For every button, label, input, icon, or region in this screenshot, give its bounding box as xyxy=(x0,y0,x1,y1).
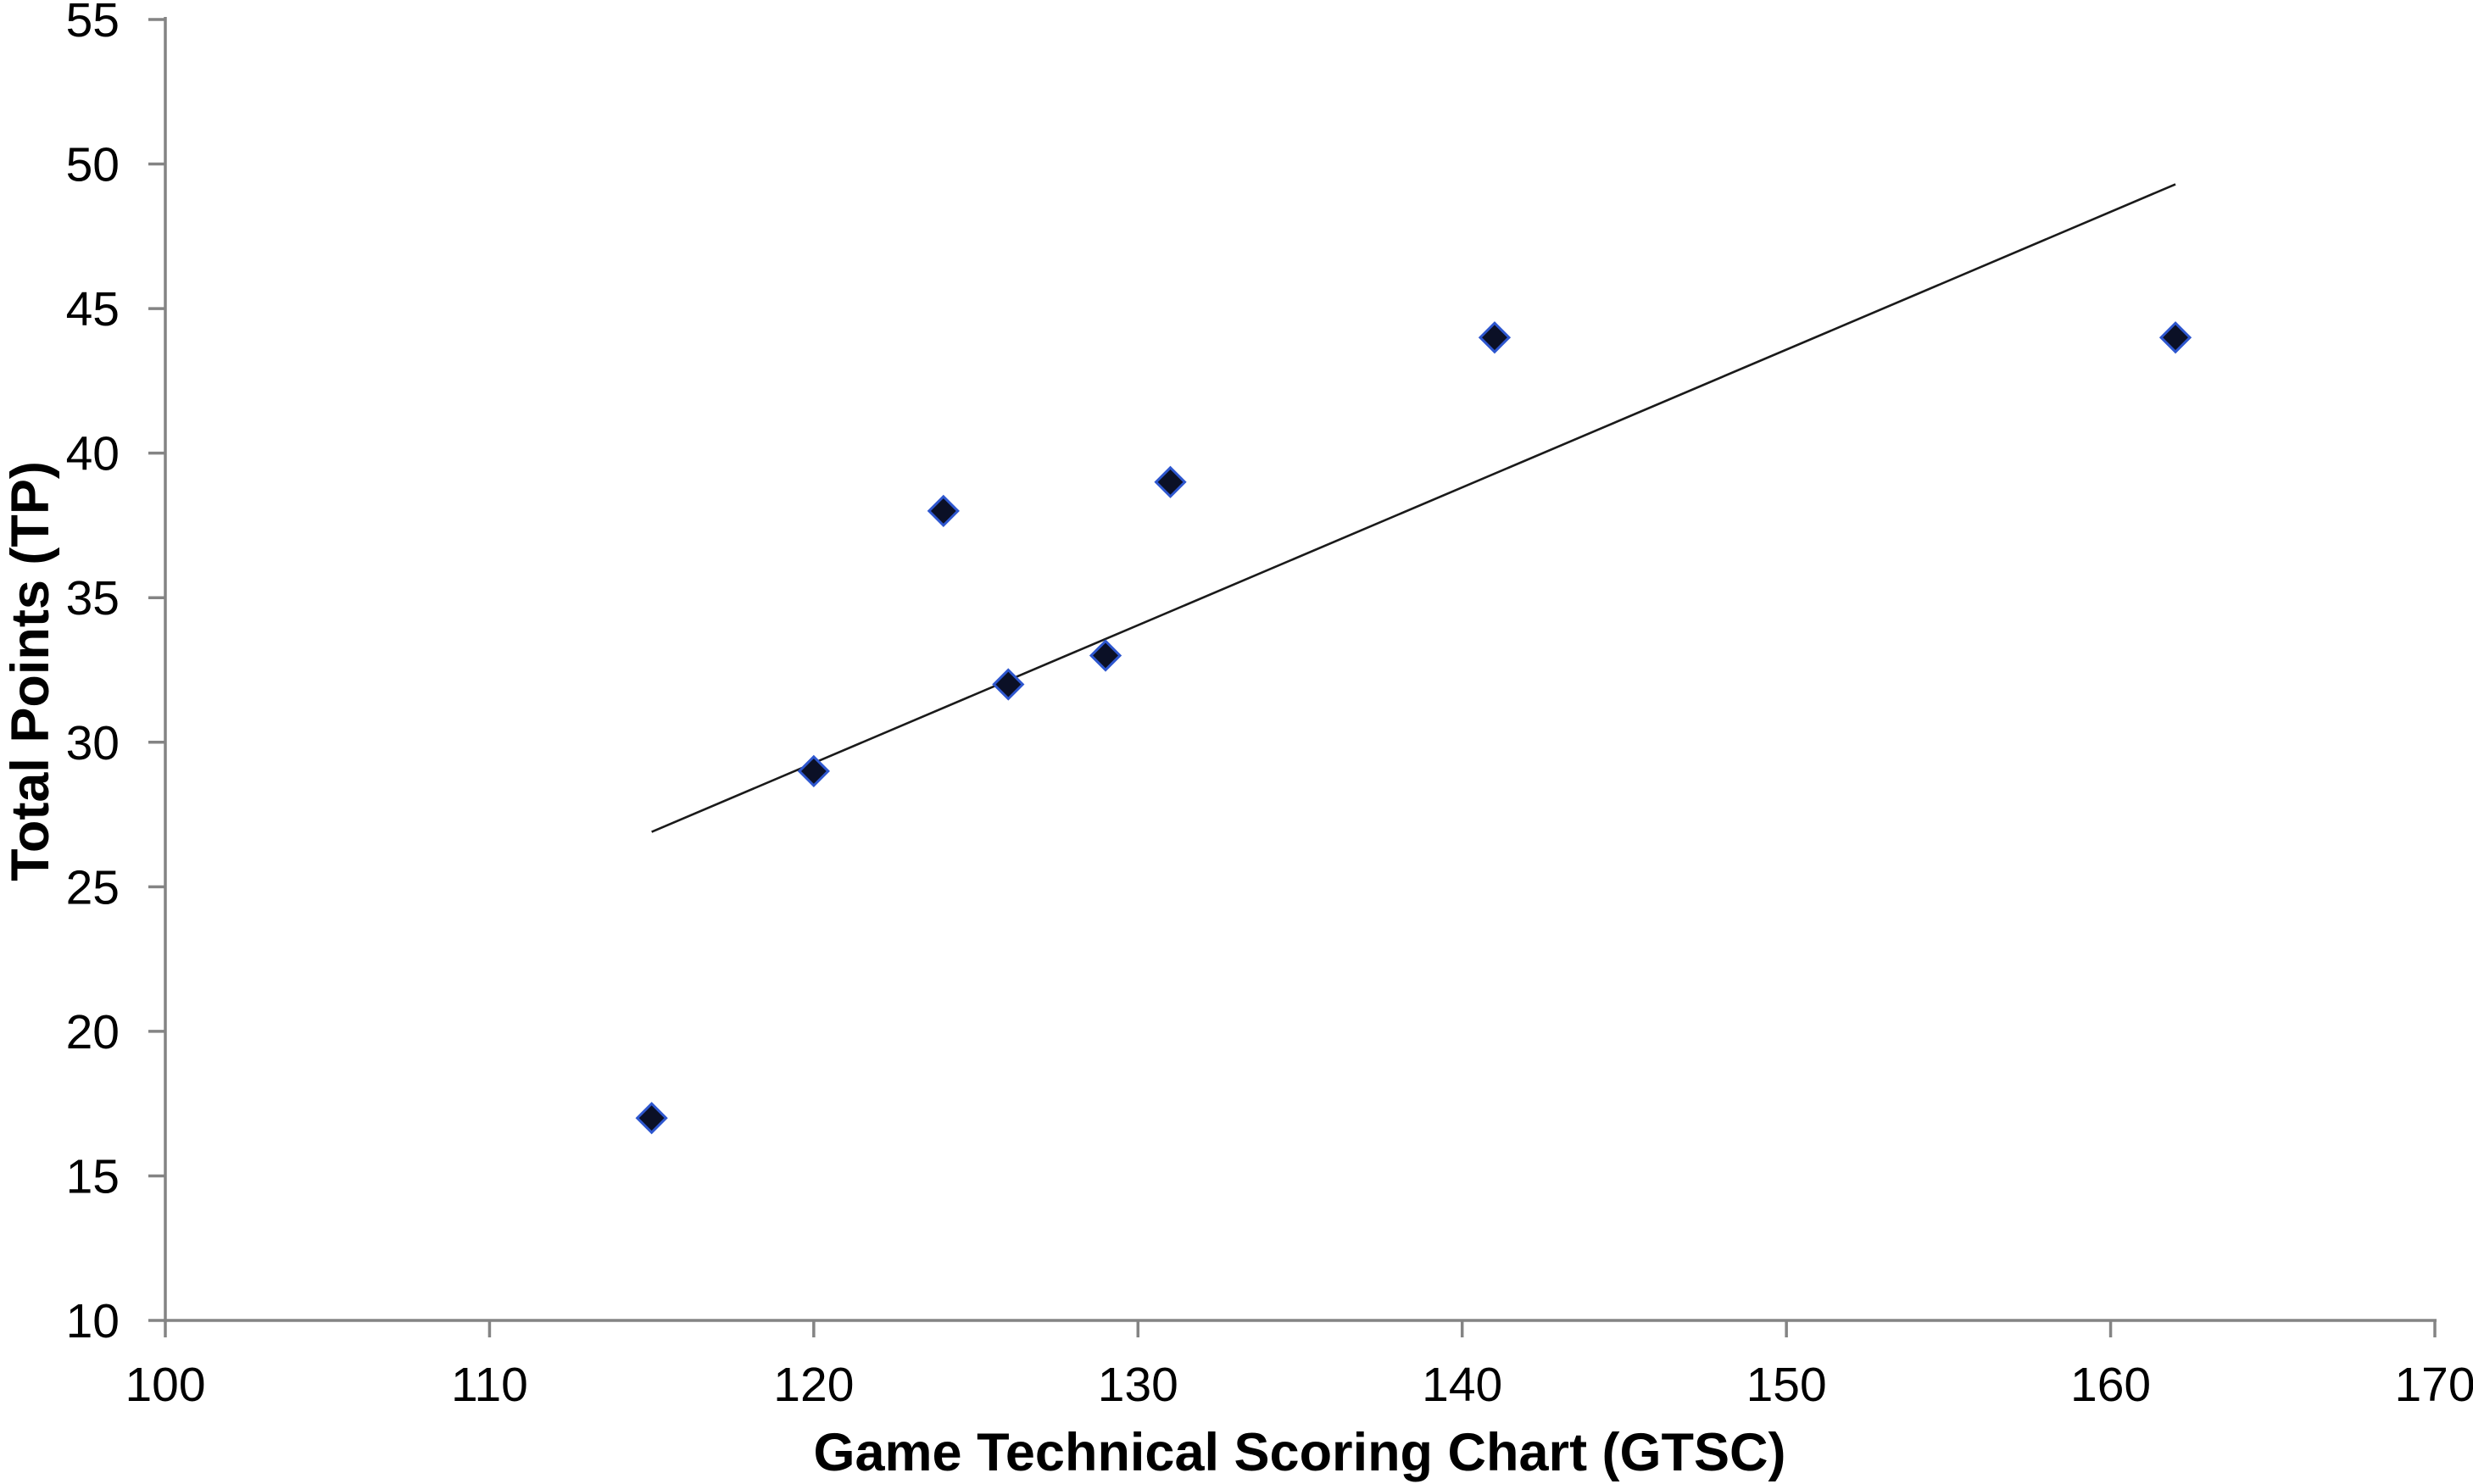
y-axis-tick-label: 40 xyxy=(66,427,120,481)
data-point xyxy=(927,494,960,528)
y-axis-tick-label: 25 xyxy=(66,860,120,914)
data-point xyxy=(992,668,1025,701)
data-point xyxy=(2158,321,2192,354)
data-point xyxy=(1154,465,1187,498)
data-point xyxy=(635,1102,668,1135)
x-axis-title: Game Technical Scoring Chart (GTSC) xyxy=(813,1423,1786,1482)
data-point xyxy=(1478,321,1512,354)
y-axis-tick-label: 35 xyxy=(66,571,120,625)
data-point xyxy=(797,754,830,788)
x-axis-tick-label: 110 xyxy=(451,1358,528,1412)
x-axis-tick-label: 150 xyxy=(1746,1358,1827,1412)
y-axis-tick-label: 10 xyxy=(66,1294,120,1348)
x-axis-tick-label: 120 xyxy=(773,1358,854,1412)
x-axis-tick-label: 170 xyxy=(2394,1358,2473,1412)
y-axis-tick-label: 20 xyxy=(66,1005,120,1059)
y-axis-title: Total Points (TP) xyxy=(1,461,60,881)
x-axis-tick-label: 130 xyxy=(1098,1358,1178,1412)
y-axis-tick-label: 15 xyxy=(66,1149,120,1203)
x-axis-tick-label: 140 xyxy=(1422,1358,1502,1412)
y-axis-tick-label: 50 xyxy=(66,138,120,192)
y-axis-tick-label: 45 xyxy=(66,282,120,336)
x-axis-tick-label: 160 xyxy=(2070,1358,2151,1412)
y-axis-tick-label: 55 xyxy=(66,0,120,47)
data-point xyxy=(1089,639,1122,672)
y-axis-tick-label: 30 xyxy=(66,716,120,770)
x-axis-tick-label: 100 xyxy=(125,1358,205,1412)
trendline xyxy=(651,183,2176,833)
